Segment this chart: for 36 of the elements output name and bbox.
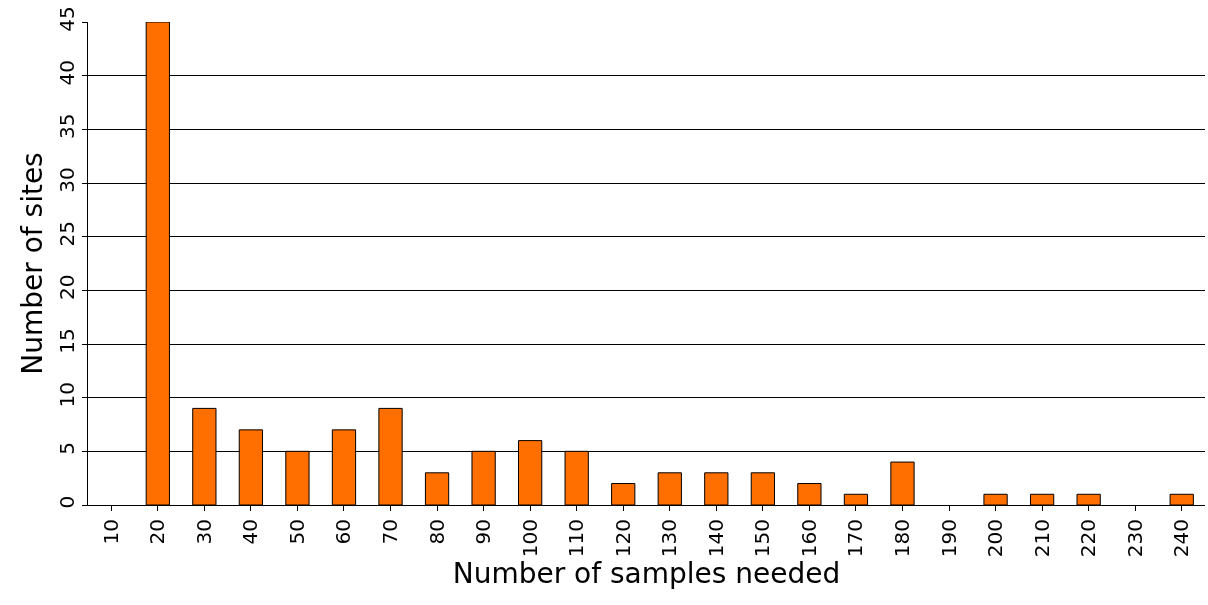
x-tick-label: 190 (936, 519, 961, 558)
x-tick-label: 100 (517, 519, 542, 558)
x-tick-label: 160 (796, 519, 821, 558)
y-tick-label: 20 (55, 274, 79, 301)
x-tick-label: 40 (238, 519, 263, 545)
y-tick-label: 40 (55, 59, 79, 86)
x-tick-label: 60 (331, 519, 356, 545)
y-tick-label: 35 (55, 113, 79, 140)
x-tick-label: 90 (471, 519, 496, 545)
y-tick-label: 30 (55, 167, 79, 193)
x-tick-label: 210 (1029, 519, 1054, 558)
x-tick-label: 130 (657, 519, 682, 558)
x-tick-label: 220 (1076, 519, 1101, 558)
x-tick-label: 70 (378, 519, 403, 545)
y-axis-title: Number of sites (15, 152, 49, 375)
x-tick-label: 170 (843, 519, 868, 558)
y-tick-label: 10 (55, 381, 79, 408)
x-tick-label: 150 (750, 519, 775, 558)
x-tick-label: 240 (1169, 519, 1194, 558)
x-axis-title: Number of samples needed (452, 557, 841, 591)
x-tick-label: 50 (284, 519, 309, 545)
x-tick-label: 140 (703, 519, 728, 558)
y-tick-label: 5 (55, 441, 79, 455)
x-tick-label: 10 (98, 519, 123, 545)
x-tick-label: 80 (424, 519, 449, 545)
x-tick-label: 30 (191, 519, 216, 545)
y-tick-label: 25 (55, 220, 79, 247)
y-tick-label: 15 (55, 328, 79, 354)
x-tick-label: 180 (889, 519, 914, 558)
x-tick-label: 200 (983, 519, 1008, 558)
x-tick-label: 120 (610, 519, 635, 558)
x-tick-label: 230 (1122, 519, 1147, 558)
y-tick-label: 45 (55, 6, 79, 32)
x-tick-label: 20 (145, 519, 170, 545)
y-tick-label: 0 (55, 495, 79, 509)
x-tick-label: 110 (564, 519, 589, 558)
